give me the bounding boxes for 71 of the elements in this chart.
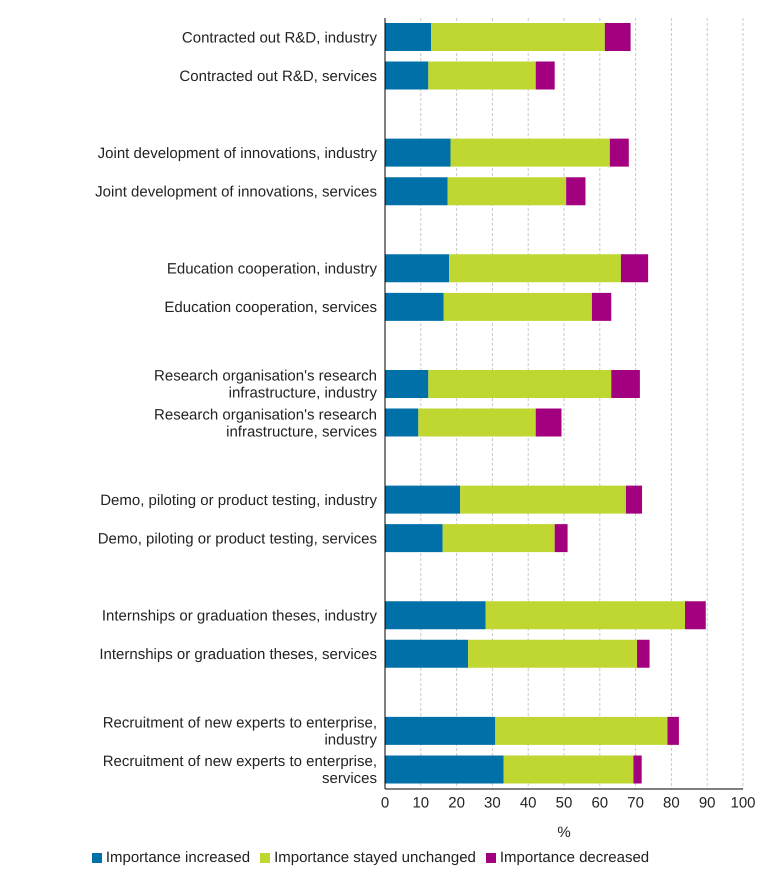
bar <box>428 62 536 90</box>
bar <box>566 177 586 206</box>
y-tick-label: Contracted out R&D, services <box>179 67 377 84</box>
bar <box>385 292 444 321</box>
legend-label: Importance stayed unchanged <box>274 849 476 866</box>
bar <box>385 524 443 552</box>
bar <box>385 640 468 668</box>
bar <box>448 177 566 206</box>
bar <box>385 408 418 436</box>
x-tick-label: 40 <box>520 794 537 812</box>
bar <box>431 23 605 51</box>
bar <box>385 62 428 90</box>
y-tick-label: Recruitment of new experts to enterprise, industry <box>102 714 378 748</box>
x-axis-title: % <box>557 824 571 841</box>
y-tick-label: Demo, piloting or product testing, services <box>98 530 377 547</box>
bar <box>667 716 679 745</box>
bar <box>428 370 612 398</box>
bar <box>385 370 428 398</box>
bar <box>626 486 642 514</box>
y-tick-label: Joint development of innovations, services <box>95 182 377 200</box>
bar <box>468 640 638 668</box>
y-tick-label: Internships or graduation theses, services <box>99 646 377 663</box>
bar <box>385 755 504 784</box>
bar <box>604 23 631 51</box>
bar <box>592 292 612 321</box>
y-tick-label: Demo, piloting or product testing, industry <box>100 491 378 508</box>
bar <box>385 138 451 167</box>
bar <box>536 62 555 90</box>
bar <box>620 254 648 282</box>
bar <box>685 601 706 630</box>
bar <box>637 640 650 668</box>
bar <box>442 524 555 552</box>
x-tick-label: 20 <box>448 794 465 812</box>
bar <box>418 408 536 436</box>
bar <box>504 755 634 784</box>
bar <box>385 716 496 745</box>
x-tick-label: 90 <box>698 794 716 812</box>
legend-label: Importance decreased <box>500 849 650 866</box>
bar <box>486 601 686 630</box>
y-tick-label: Research organisation's research infrastructure, services <box>154 406 377 440</box>
y-tick-label: Education cooperation, services <box>164 298 377 316</box>
x-tick-label: 50 <box>556 794 572 812</box>
bar <box>554 524 568 552</box>
x-tick-label: 100 <box>730 794 756 812</box>
bar <box>385 177 448 206</box>
x-tick-label: 80 <box>663 794 680 812</box>
y-tick-label: Education cooperation, industry <box>166 260 378 278</box>
bar <box>495 716 668 745</box>
x-tick-label: 70 <box>627 794 644 812</box>
bar <box>633 755 642 784</box>
bar <box>449 254 621 282</box>
bar <box>444 292 592 321</box>
x-tick-label: 0 <box>380 794 390 812</box>
x-tick-label: 60 <box>591 794 608 812</box>
bar <box>385 23 432 51</box>
y-tick-label: Research organisation's research infrastructure, industry <box>154 367 378 402</box>
bar <box>460 486 626 514</box>
bar <box>610 138 629 167</box>
bar <box>611 370 640 398</box>
bar <box>450 138 610 167</box>
bar <box>536 408 562 436</box>
bar <box>385 254 450 282</box>
legend-label: Importance increased <box>106 849 250 866</box>
x-tick-label: 30 <box>484 794 501 812</box>
y-tick-label: Contracted out R&D, industry <box>182 28 378 46</box>
bar <box>385 601 486 630</box>
y-tick-label: Internships or graduation theses, industry <box>102 607 378 624</box>
x-tick-label: 10 <box>412 794 430 812</box>
bar <box>385 486 460 514</box>
y-tick-label: Recruitment of new experts to enterprise, services <box>102 752 377 787</box>
y-tick-label: Joint development of innovations, industry <box>98 144 378 162</box>
